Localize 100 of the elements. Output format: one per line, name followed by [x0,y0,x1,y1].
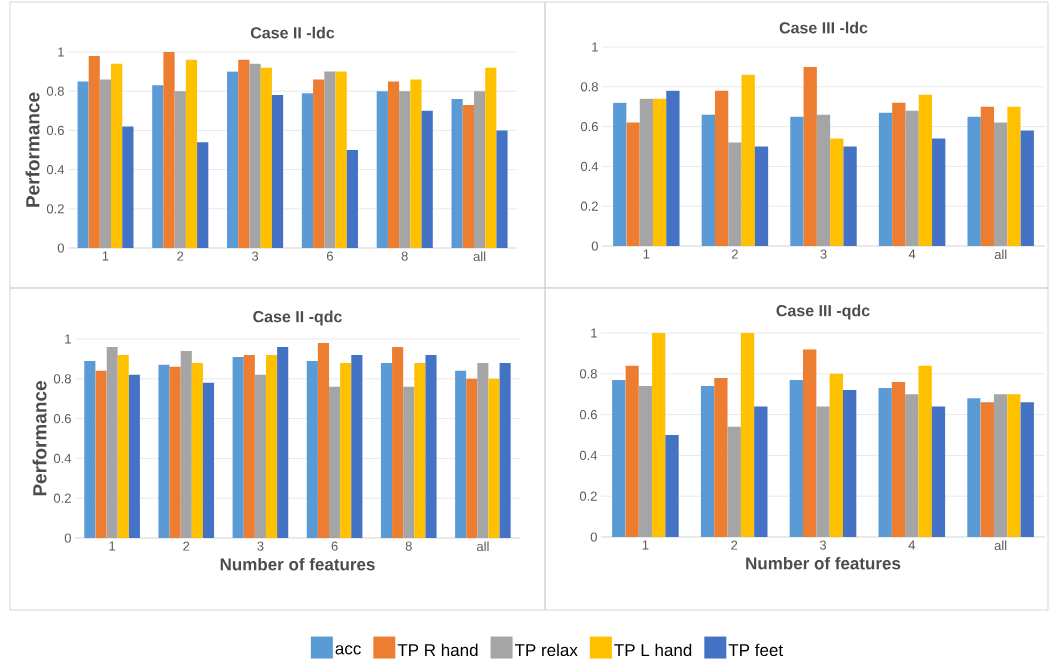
legend-label: TP L hand [614,643,692,657]
bar [191,362,203,538]
x-tick-label: all [476,541,489,552]
chart-title: Case III -qdc [776,304,870,320]
bar [313,79,325,248]
bar [980,402,994,537]
bar [243,354,255,538]
bar [106,346,118,538]
bar [727,426,741,537]
x-tick-label: 2 [183,541,190,551]
x-tick-label: 3 [819,540,827,550]
y-axis-title: Performance [32,381,47,496]
x-tick-label: all [994,249,1007,260]
bar [254,374,266,538]
y-tick-label: 1 [58,47,64,57]
bar [180,350,192,538]
x-tick-label: 6 [326,251,333,261]
bar [376,91,388,248]
bar [329,386,341,538]
y-tick-label: 0.4 [580,161,599,171]
bar [117,354,129,538]
x-tick-label: 8 [401,251,408,261]
y-tick-label: 0.2 [53,493,71,503]
bar [477,362,489,538]
bar [425,354,437,538]
bar [158,364,170,538]
y-tick-label: 0.6 [580,121,598,132]
bar [77,81,89,248]
y-tick-label: 0.2 [46,204,64,214]
bar [387,81,400,248]
x-tick-label: all [994,540,1007,551]
bar [421,110,433,248]
bar [473,91,486,248]
bar [612,379,626,537]
bar [652,98,667,246]
bar [197,142,209,248]
bar [403,386,415,538]
y-tick-label: 0 [57,243,64,253]
y-tick-label: 0.8 [579,369,597,379]
bar [399,91,411,248]
bar [754,406,768,537]
y-tick-label: 0.2 [580,201,598,211]
bar [1007,394,1021,537]
bar [455,370,467,538]
bar [414,362,426,538]
bar [99,79,112,248]
bar [665,435,679,537]
bar [892,102,906,246]
bar [714,377,728,537]
bar [163,51,175,248]
y-axis-title: Performance [25,92,40,207]
bar [169,366,181,538]
x-tick-label: 3 [251,251,259,261]
bar [638,386,653,537]
x-tick-label: all [473,251,486,262]
bar [714,90,729,246]
bar [84,360,96,538]
y-tick-label: 1 [65,334,71,344]
bar [340,362,352,538]
bar [700,386,715,537]
y-tick-label: 0.2 [579,491,597,501]
bar [878,388,892,537]
y-tick-label: 0.4 [46,164,65,175]
bar [335,71,347,248]
bar [488,378,500,538]
bar [1020,402,1034,537]
bar [111,63,123,248]
bar [932,138,946,246]
bar [728,142,742,246]
bar [803,349,817,537]
x-tick-label: 1 [109,541,116,551]
bar [816,114,831,246]
bar [271,95,284,248]
bar [260,67,272,248]
bar [466,378,478,538]
bar [410,79,422,248]
bar [128,374,140,538]
bar [918,94,933,246]
bar [392,346,404,538]
chart-title: Case II -qdc [253,310,342,326]
bar [701,114,715,246]
y-tick-label: 0.6 [579,409,597,420]
bar [891,381,906,537]
bar [918,365,932,537]
bar [324,71,336,248]
y-tick-label: 0.8 [46,86,64,96]
bar [227,71,239,248]
y-tick-label: 0.8 [580,82,598,92]
legend-label: TP relax [514,643,578,657]
x-tick-label: 1 [643,249,650,259]
y-tick-label: 0.4 [53,453,72,463]
bar [803,66,817,246]
bar [967,398,981,537]
bar [967,116,981,246]
bar [122,126,134,248]
x-tick-label: 2 [731,249,738,259]
bar [790,116,804,246]
bar [249,63,261,248]
chart-title: Case II -ldc [250,26,335,39]
x-axis-title: Number of features [746,556,901,570]
